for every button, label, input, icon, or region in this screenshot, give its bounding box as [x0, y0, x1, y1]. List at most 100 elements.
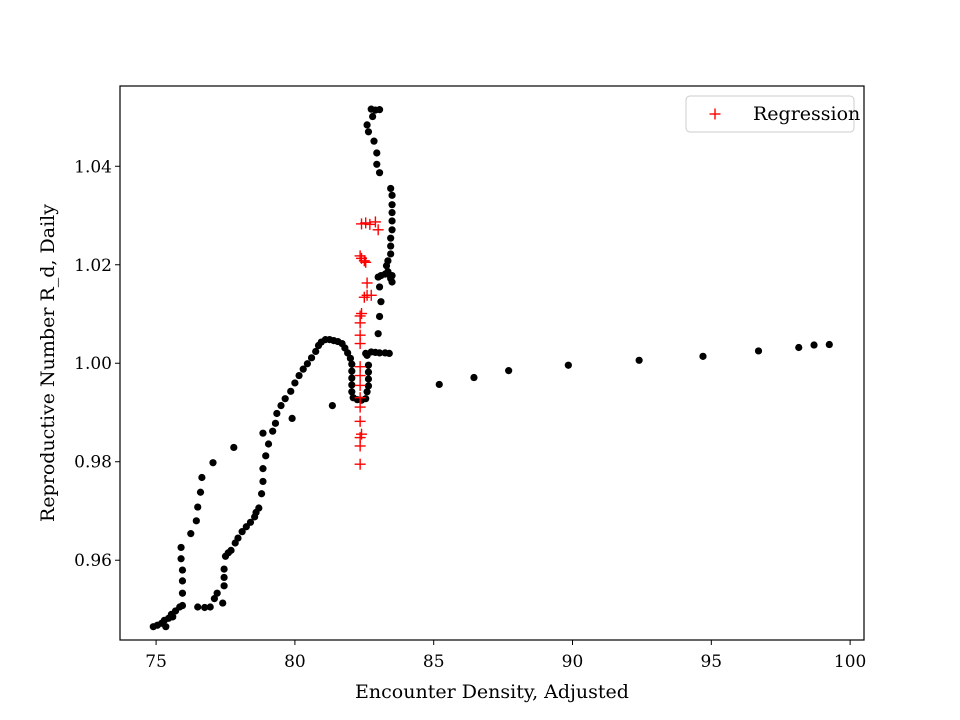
observed-point: [362, 395, 370, 403]
y-tick-label: 0.96: [74, 551, 112, 571]
observed-point: [178, 589, 187, 597]
observed-point: [220, 582, 228, 590]
observed-point: [385, 349, 393, 357]
observed-point: [178, 566, 187, 574]
observed-point: [795, 343, 803, 352]
data-points: [149, 105, 833, 631]
observed-point: [388, 191, 396, 199]
plot-frame: [119, 85, 865, 641]
observed-point: [271, 419, 280, 427]
observed-point: [246, 518, 255, 526]
observed-point: [177, 555, 185, 563]
observed-point: [369, 112, 377, 121]
observed-point: [196, 488, 205, 496]
observed-point: [364, 375, 373, 383]
observed-point: [375, 169, 384, 177]
observed-point: [206, 603, 214, 611]
y-tick-label: 1.00: [74, 354, 112, 374]
observed-point: [312, 347, 320, 356]
y-tick-label: 1.04: [74, 157, 112, 177]
x-axis-label: Encounter Density, Adjusted: [355, 681, 629, 703]
observed-point: [219, 599, 227, 607]
observed-point: [388, 208, 396, 217]
observed-point: [273, 409, 281, 418]
observed-point: [348, 388, 356, 396]
regression-point: [356, 252, 368, 264]
observed-point: [344, 349, 352, 357]
y-axis-label: Reproductive Number R_d, Daily: [37, 204, 59, 522]
observed-point: [387, 234, 395, 242]
observed-point: [387, 250, 395, 258]
observed-point: [259, 465, 267, 473]
observed-point: [348, 367, 356, 375]
observed-point: [303, 360, 311, 368]
regression-point: [369, 216, 381, 228]
observed-point: [220, 565, 228, 573]
observed-point: [291, 379, 299, 387]
observed-point: [364, 382, 373, 390]
observed-point: [348, 360, 356, 368]
observed-point: [810, 341, 818, 349]
observed-point: [288, 414, 296, 422]
observed-point: [635, 356, 643, 364]
regression-point: [354, 379, 366, 391]
observed-point: [230, 443, 238, 452]
observed-point: [213, 589, 221, 597]
observed-point: [370, 137, 378, 145]
observed-point: [307, 354, 316, 362]
observed-point: [210, 595, 218, 603]
y-tick-label: 1.02: [74, 256, 112, 276]
x-tick-label: 90: [562, 652, 584, 672]
observed-point: [295, 371, 303, 380]
regression-point: [356, 428, 368, 440]
regression-point: [354, 310, 366, 322]
regression-point: [354, 361, 366, 373]
observed-point: [259, 477, 267, 486]
observed-point: [178, 577, 187, 585]
observed-point: [375, 106, 384, 114]
regression-point: [356, 308, 368, 320]
observed-point: [435, 380, 443, 389]
observed-point: [377, 298, 385, 306]
observed-point: [281, 395, 289, 403]
observed-point: [388, 226, 396, 234]
observed-point: [375, 312, 384, 321]
x-axis: 75 80 85 90 95 100: [145, 640, 866, 672]
regression-point: [364, 218, 376, 230]
regression-point: [358, 291, 370, 303]
observed-point: [375, 283, 384, 291]
observed-point: [367, 105, 375, 113]
observed-point: [387, 184, 395, 193]
observed-point: [227, 546, 235, 554]
observed-point: [348, 381, 356, 389]
x-tick-label: 85: [423, 652, 445, 672]
observed-point: [169, 613, 177, 621]
regression-point: [372, 224, 384, 236]
regression-point: [354, 250, 366, 262]
x-tick-label: 75: [145, 652, 167, 672]
observed-point: [257, 490, 266, 498]
observed-point: [348, 374, 356, 382]
regression-point: [365, 289, 377, 301]
observed-point: [201, 603, 209, 612]
observed-point: [259, 429, 267, 437]
observed-point: [178, 601, 187, 610]
observed-point: [277, 401, 285, 410]
observed-point: [387, 242, 395, 250]
observed-point: [262, 452, 270, 460]
observed-point: [194, 603, 202, 611]
observed-point: [299, 365, 307, 373]
observed-point: [209, 459, 217, 467]
observed-point: [564, 361, 572, 369]
observed-point: [373, 149, 381, 157]
observed-point: [234, 534, 242, 542]
observed-point: [364, 361, 373, 369]
observed-point: [363, 121, 371, 129]
regression-point: [354, 392, 366, 404]
regression-point: [354, 415, 366, 427]
observed-point: [825, 340, 833, 349]
legend-marker-regression: [709, 108, 721, 120]
observed-point: [220, 573, 228, 582]
observed-point: [187, 530, 195, 538]
